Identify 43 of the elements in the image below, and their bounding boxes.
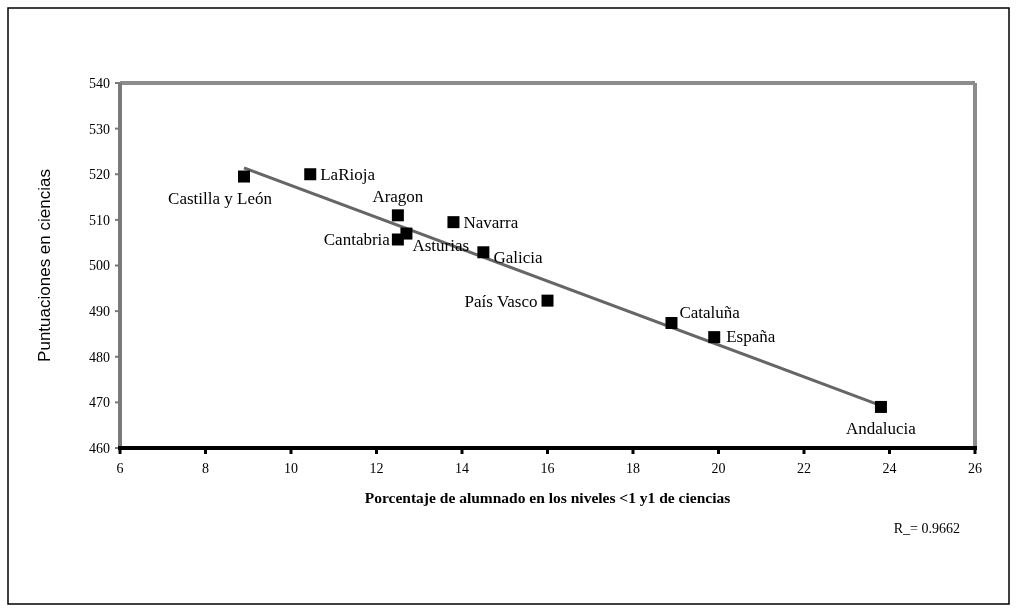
point — [874, 400, 887, 413]
text: R_= 0.9662 — [893, 521, 960, 536]
point — [541, 294, 554, 307]
y-tick-label: 470 — [89, 395, 110, 411]
x-tick-label: 24 — [882, 461, 897, 476]
point — [237, 170, 250, 183]
y-tick-label: 520 — [89, 167, 110, 183]
x-tick-label: 22 — [797, 461, 811, 476]
annotation: LaRioja — [320, 165, 376, 185]
point — [477, 246, 490, 259]
point — [304, 168, 317, 181]
y-tick-label: 530 — [89, 121, 110, 137]
annotation: Galicia — [493, 248, 543, 268]
point — [708, 331, 721, 344]
annotation: Castilla y León — [168, 188, 273, 208]
annotation: España — [726, 327, 776, 347]
y-tick-label: 460 — [89, 440, 110, 456]
annotation: País Vasco — [464, 291, 538, 311]
x-tick-label: 12 — [369, 461, 384, 476]
x-tick-label: 10 — [284, 461, 298, 476]
y-tick-label: 480 — [89, 349, 110, 365]
annotation: Cantabria — [323, 230, 391, 250]
point — [400, 227, 413, 240]
y-axis-title: Puntuaciones en ciencias — [35, 169, 54, 362]
point — [391, 209, 404, 222]
point — [665, 316, 678, 329]
x-axis-title: Porcentaje de alumnado en los niveles <1 y1 de ciencias — [364, 489, 731, 506]
x-tick-label: 20 — [711, 461, 726, 476]
x-tick-label: 6 — [116, 461, 124, 476]
x-tick-label: 16 — [540, 461, 555, 476]
y-tick-label: 500 — [89, 258, 110, 274]
y-tick-label: 540 — [89, 75, 110, 91]
annotation: Aragon — [372, 187, 424, 207]
x-tick-label: 18 — [626, 461, 640, 476]
point — [447, 216, 460, 229]
y-tick-label: 510 — [89, 212, 110, 228]
x-tick-label: 14 — [455, 461, 469, 476]
y-tick-label: 490 — [89, 304, 110, 320]
x-tick-label: 26 — [968, 461, 982, 476]
annotation: Navarra — [463, 213, 519, 233]
annotation: Cataluña — [679, 302, 741, 322]
x-tick-label: 8 — [202, 461, 209, 476]
annotation: Andalucia — [846, 418, 917, 438]
